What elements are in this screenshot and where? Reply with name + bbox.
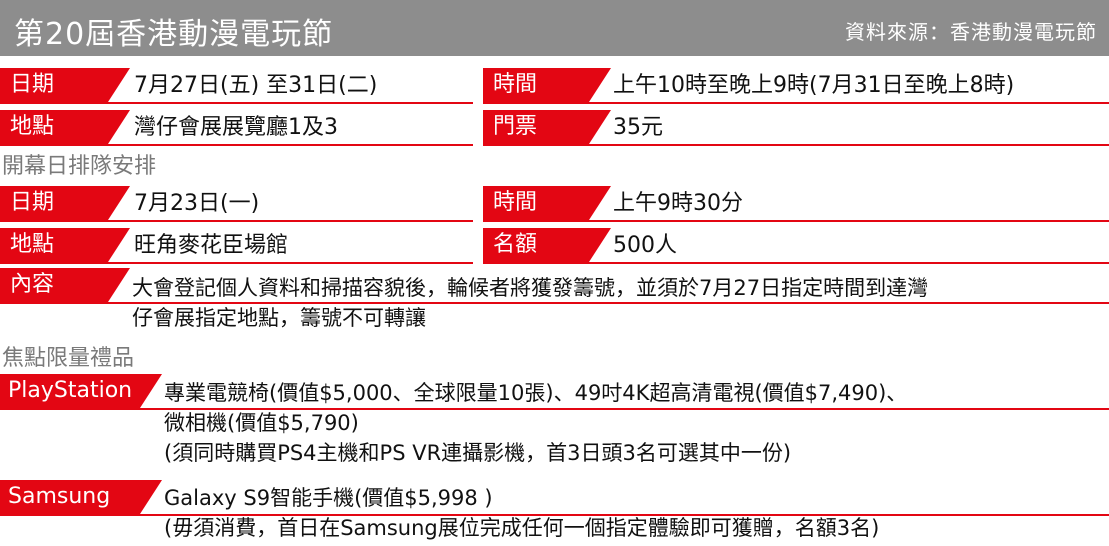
event-venue-value: 灣仔會展展覽廳1及3: [134, 115, 338, 140]
queue-time-row: 時間 上午9時30分: [483, 186, 1109, 222]
queue-content-row: 內容: [0, 268, 1109, 304]
gift-line: (毋須消費，首日在Samsung展位完成任何一個指定體驗即可獲贈，名額3名): [164, 516, 880, 540]
queue-content-label: 內容: [0, 268, 130, 302]
playstation-label: PlayStation: [0, 374, 162, 408]
event-date-value: 7月27日(五) 至31日(二): [134, 73, 378, 98]
row-underline: [0, 102, 473, 104]
content-line: 仔會展指定地點，籌號不可轉讓: [132, 306, 426, 330]
row-underline: [483, 220, 1109, 222]
queue-section-title: 開幕日排隊安排: [2, 154, 157, 179]
queue-date-label: 日期: [0, 186, 130, 220]
event-date-row: 日期 7月27日(五) 至31日(二): [0, 68, 473, 104]
row-underline: [0, 408, 1109, 410]
row-underline: [0, 262, 473, 264]
source-note: 資料來源：香港動漫電玩節: [845, 20, 1097, 44]
row-underline: [0, 514, 1109, 516]
queue-time-label: 時間: [483, 186, 611, 220]
queue-quota-value: 500人: [613, 233, 677, 258]
queue-content-text: 大會登記個人資料和掃描容貌後，輪候者將獲發籌號，並須於7月27日指定時間到達灣 …: [132, 273, 928, 333]
gift-line: Galaxy S9智能手機(價值$5,998 ): [164, 486, 493, 510]
playstation-gifts-text: 專業電競椅(價值$5,000、全球限量10張)、49吋4K超高清電視(價值$7,…: [164, 378, 907, 468]
event-time-value: 上午10時至晚上9時(7月31日至晚上8時): [613, 73, 1015, 98]
event-ticket-row: 門票 35元: [483, 110, 1109, 146]
row-underline: [0, 144, 473, 146]
queue-quota-row: 名額 500人: [483, 228, 1109, 264]
queue-date-value: 7月23日(一): [134, 191, 260, 216]
event-venue-label: 地點: [0, 110, 130, 144]
queue-time-value: 上午9時30分: [613, 191, 743, 216]
row-underline: [0, 220, 473, 222]
event-ticket-value: 35元: [613, 115, 663, 140]
gifts-section-title: 焦點限量禮品: [2, 346, 135, 371]
event-ticket-label: 門票: [483, 110, 611, 144]
content-line: 大會登記個人資料和掃描容貌後，輪候者將獲發籌號，並須於7月27日指定時間到達灣: [132, 276, 929, 300]
event-venue-row: 地點 灣仔會展展覽廳1及3: [0, 110, 473, 146]
gift-line: 專業電競椅(價值$5,000、全球限量10張)、49吋4K超高清電視(價值$7,…: [164, 381, 908, 405]
page-title: 第20屆香港動漫電玩節: [14, 17, 334, 52]
queue-date-row: 日期 7月23日(一): [0, 186, 473, 222]
samsung-label: Samsung: [0, 480, 162, 514]
event-time-label: 時間: [483, 68, 611, 102]
gift-line: (須同時購買PS4主機和PS VR連攝影機，首3日頭3名可選其中一份): [164, 441, 792, 465]
queue-quota-label: 名額: [483, 228, 611, 262]
playstation-row: PlayStation: [0, 374, 1109, 410]
queue-venue-value: 旺角麥花臣場館: [134, 233, 289, 258]
gift-line: 微相機(價值$5,790): [164, 411, 359, 435]
event-date-label: 日期: [0, 68, 130, 102]
row-underline: [0, 302, 1109, 304]
row-underline: [483, 102, 1109, 104]
row-underline: [483, 262, 1109, 264]
queue-venue-label: 地點: [0, 228, 130, 262]
samsung-row: Samsung: [0, 480, 1109, 516]
event-time-row: 時間 上午10時至晚上9時(7月31日至晚上8時): [483, 68, 1109, 104]
row-underline: [483, 144, 1109, 146]
samsung-gifts-text: Galaxy S9智能手機(價值$5,998 ) (毋須消費，首日在Samsun…: [164, 483, 879, 543]
title-bar: 第20屆香港動漫電玩節 資料來源：香港動漫電玩節: [0, 0, 1109, 56]
queue-venue-row: 地點 旺角麥花臣場館: [0, 228, 473, 264]
